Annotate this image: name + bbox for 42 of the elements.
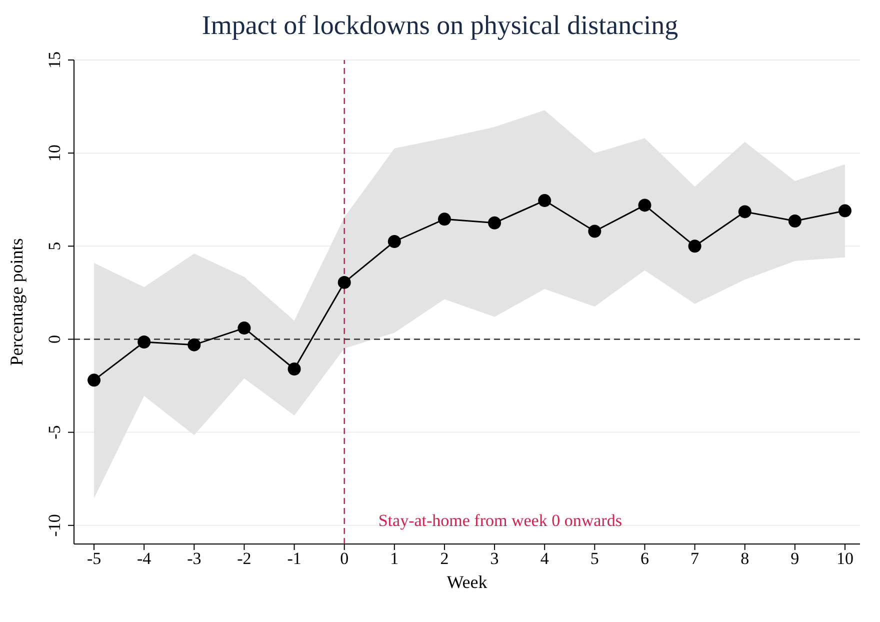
point (488, 216, 502, 230)
point (88, 374, 101, 387)
x-tick-label: 1 (390, 549, 399, 568)
y-tick-label: 0 (45, 334, 64, 344)
x-tick-label: -2 (237, 549, 252, 568)
point (188, 338, 201, 352)
x-tick-label: 0 (340, 549, 349, 568)
y-tick-label: -10 (45, 514, 64, 537)
x-tick-label: 9 (790, 549, 800, 568)
point (588, 224, 602, 238)
y-tick-label: 10 (45, 144, 64, 162)
ref-line-label: Stay-at-home from week 0 onwards (378, 511, 622, 530)
point (688, 240, 702, 253)
point (738, 205, 752, 218)
x-axis-title: Week (446, 572, 488, 592)
point (838, 204, 852, 218)
x-tick-label: -5 (86, 549, 102, 568)
x-tick-label: -4 (137, 549, 152, 568)
point (788, 214, 802, 228)
x-tick-label: 4 (540, 549, 550, 568)
point (288, 362, 301, 376)
point (138, 336, 151, 349)
chart-title: Impact of lockdowns on physical distancing (200, 9, 680, 42)
x-tick-label: 7 (690, 549, 700, 568)
point (638, 198, 652, 212)
x-tick-label: -1 (287, 549, 302, 568)
x-tick-label: 10 (836, 549, 854, 568)
point (388, 235, 401, 248)
y-tick-label: 15 (45, 52, 64, 68)
y-axis-title: Percentage points (6, 238, 26, 366)
y-tick-label: -5 (45, 425, 64, 440)
x-tick-label: 3 (490, 549, 499, 568)
x-tick-label: 2 (440, 549, 449, 568)
x-tick-label: 5 (590, 549, 599, 568)
point (538, 194, 552, 208)
x-tick-label: -3 (187, 549, 202, 568)
x-tick-label: 8 (740, 549, 750, 568)
point (238, 322, 251, 335)
point (338, 276, 351, 289)
y-tick-label: 5 (45, 242, 64, 250)
point (438, 212, 451, 226)
x-tick-label: 6 (640, 549, 649, 568)
